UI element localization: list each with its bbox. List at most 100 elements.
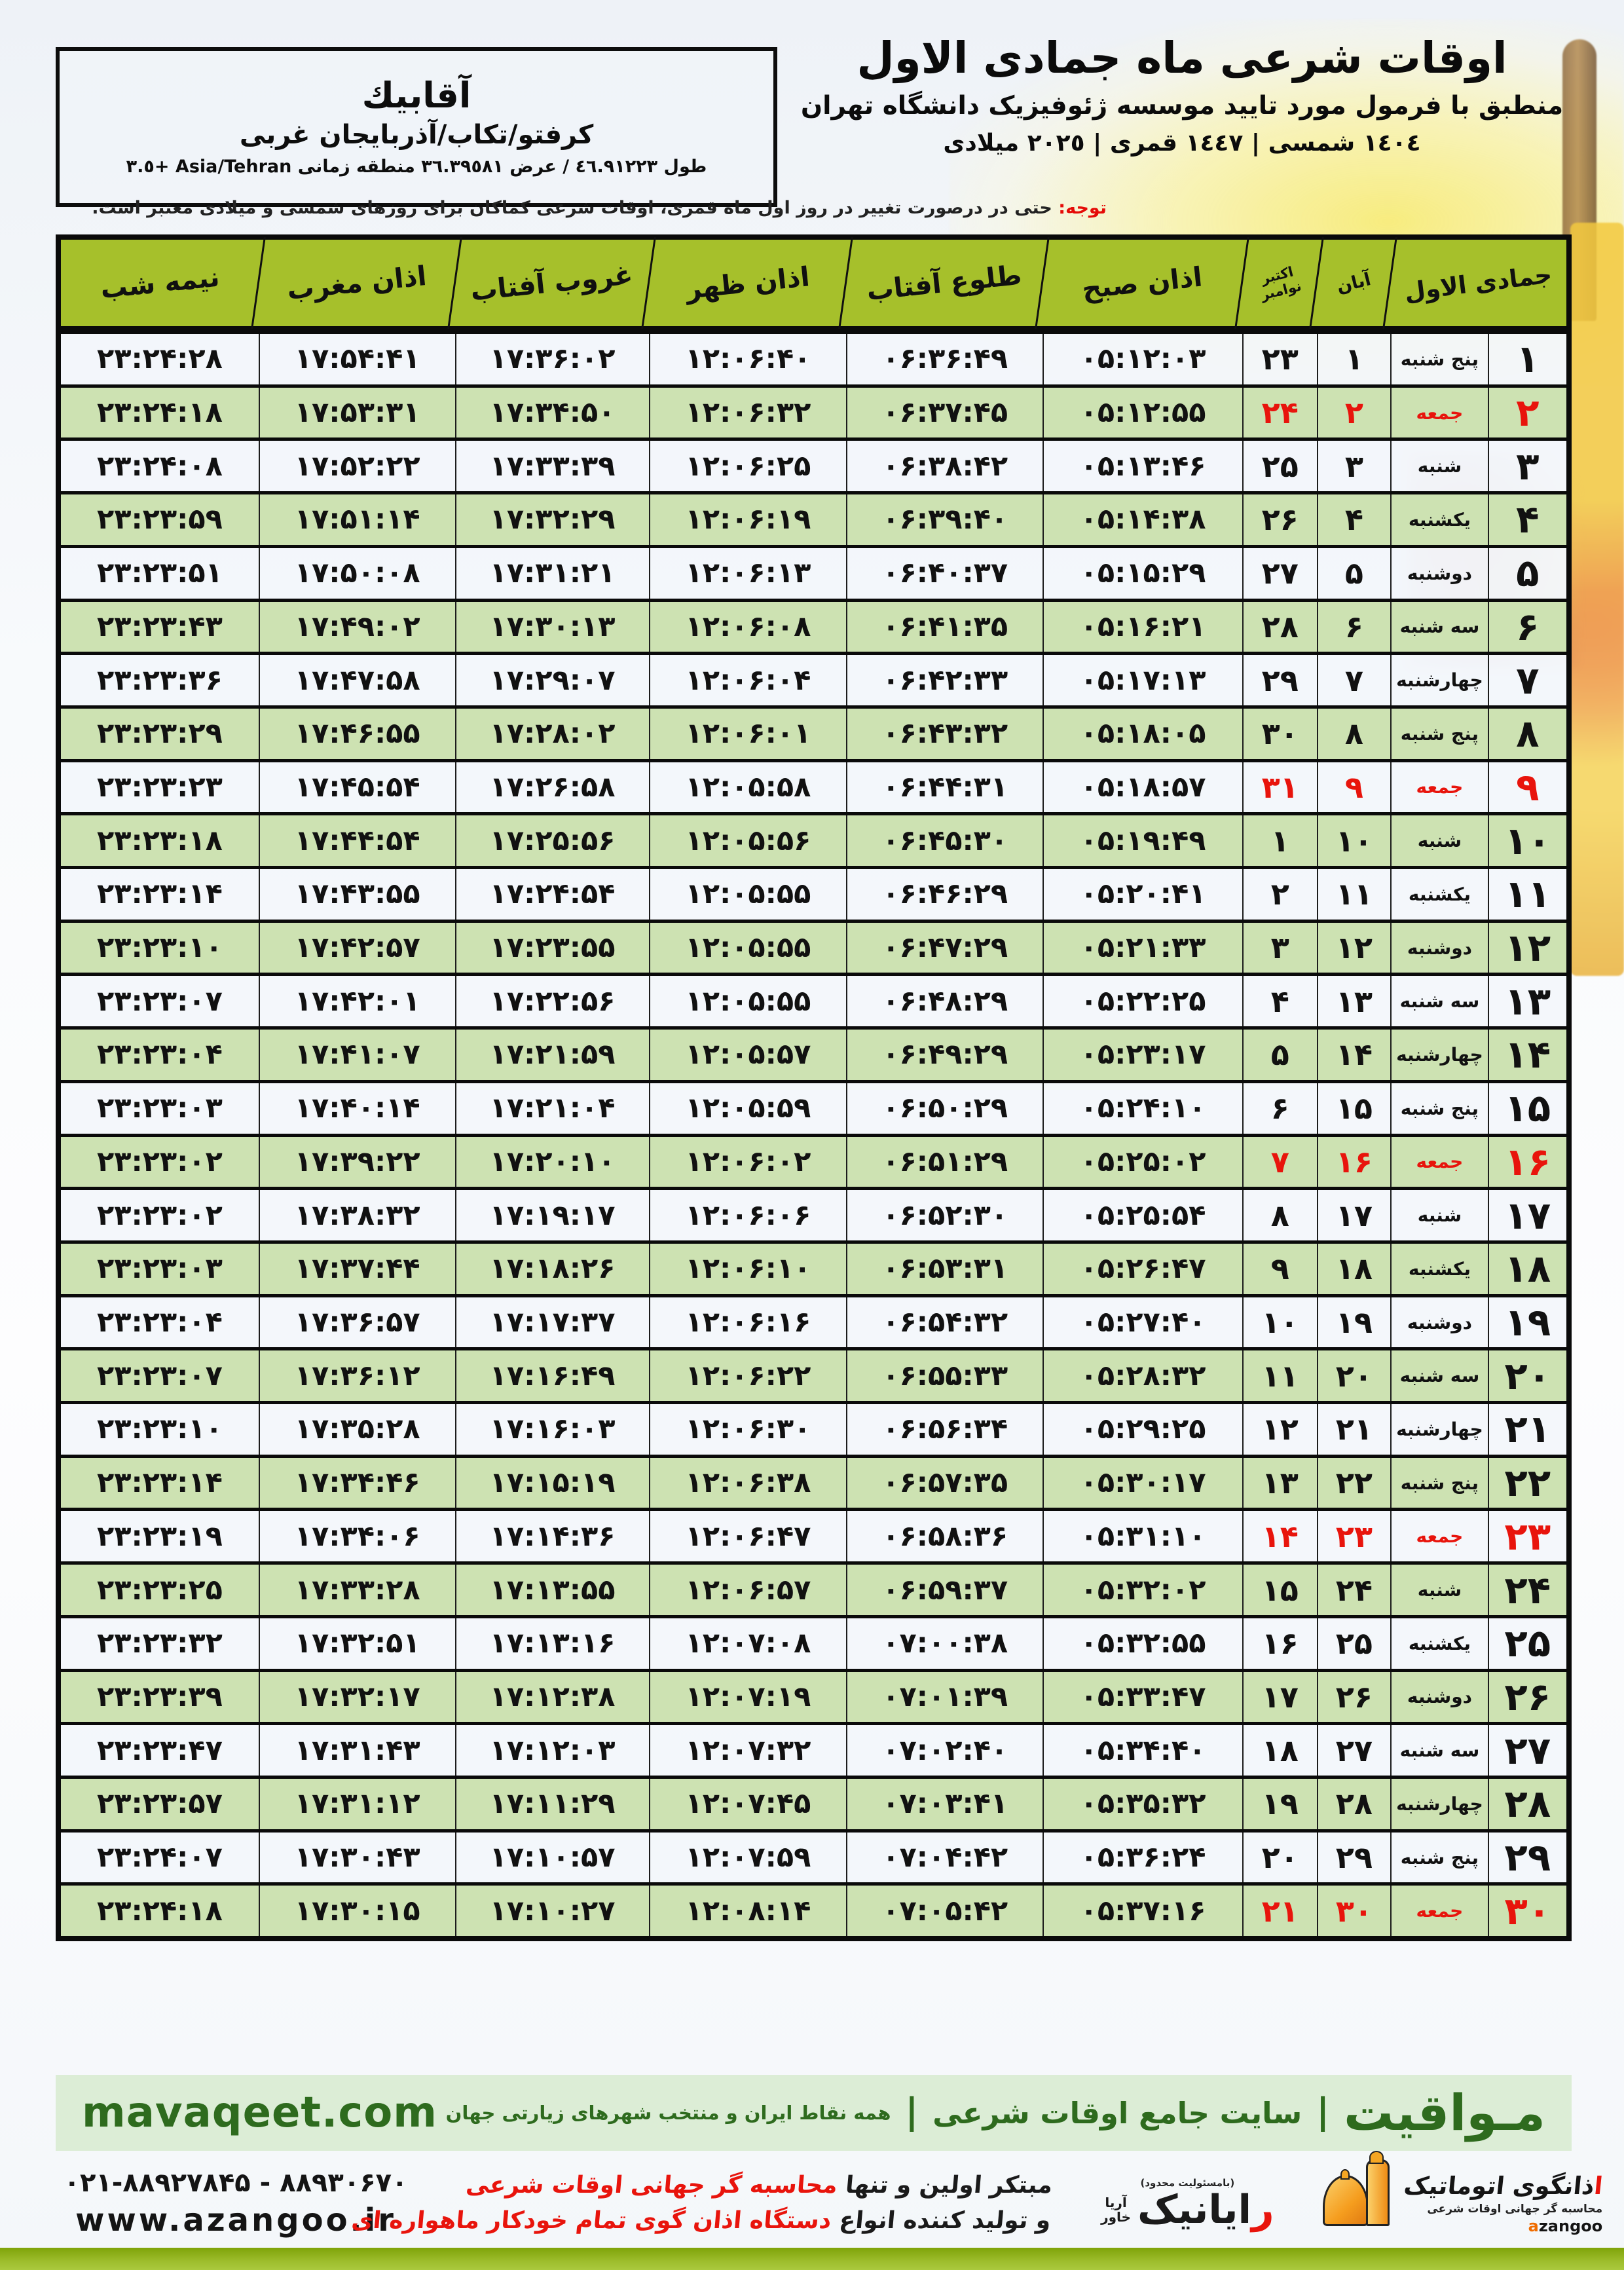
cell-aban-day: ۱۸	[1316, 1243, 1391, 1294]
cell-gregorian-day: ۵	[1242, 1030, 1317, 1080]
cell-aban-day: ۲۱	[1316, 1404, 1391, 1455]
cell-noon: ۱۲:۰۶:۳۰	[648, 1404, 847, 1455]
cell-weekday: جمعه	[1390, 1886, 1488, 1937]
cell-aban-day: ۱۵	[1316, 1083, 1391, 1134]
table-row: ۲۳:۲۴:۰۸ ۱۷:۵۲:۲۲ ۱۷:۳۳:۳۹ ۱۲:۰۶:۲۵ ۰۶:۳…	[61, 437, 1566, 492]
cell-noon: ۱۲:۰۷:۳۲	[648, 1725, 847, 1776]
cell-midnight: ۲۳:۲۳:۵۷	[61, 1778, 259, 1829]
table-row: ۲۳:۲۳:۵۱ ۱۷:۵۰:۰۸ ۱۷:۳۱:۲۱ ۱۲:۰۶:۱۳ ۰۶:۴…	[61, 544, 1566, 599]
cell-sunset: ۱۷:۱۳:۱۶	[454, 1618, 649, 1669]
cell-midnight: ۲۳:۲۳:۲۹	[61, 708, 259, 759]
table-row: ۲۳:۲۳:۰۴ ۱۷:۳۶:۵۷ ۱۷:۱۷:۳۷ ۱۲:۰۶:۱۶ ۰۶:۵…	[61, 1293, 1566, 1348]
cell-weekday: شنبه	[1390, 815, 1488, 866]
cell-midnight: ۲۳:۲۳:۲۵	[61, 1565, 259, 1615]
cell-jumada-day: ۲۰	[1487, 1350, 1566, 1402]
table-row: ۲۳:۲۳:۳۹ ۱۷:۳۲:۱۷ ۱۷:۱۲:۳۸ ۱۲:۰۷:۱۹ ۰۷:۰…	[61, 1668, 1566, 1722]
cell-fajr: ۰۵:۱۲:۵۵	[1043, 387, 1242, 438]
cell-midnight: ۲۳:۲۳:۰۴	[61, 1297, 259, 1348]
cell-sunrise: ۰۶:۴۵:۳۰	[846, 815, 1043, 866]
cell-weekday: پنج شنبه	[1390, 1832, 1488, 1883]
table-row: ۲۳:۲۳:۱۹ ۱۷:۳۴:۰۶ ۱۷:۱۴:۳۶ ۱۲:۰۶:۴۷ ۰۶:۵…	[61, 1508, 1566, 1562]
cell-weekday: شنبه	[1390, 1190, 1488, 1240]
cell-gregorian-day: ۱۲	[1242, 1404, 1317, 1455]
cell-midnight: ۲۳:۲۳:۰۷	[61, 1350, 259, 1402]
header-aban: آبان	[1317, 240, 1391, 326]
cell-sunset: ۱۷:۲۵:۵۶	[454, 815, 649, 866]
cell-weekday: سه شنبه	[1390, 1350, 1488, 1402]
cell-weekday: دوشنبه	[1390, 1297, 1488, 1348]
cell-sunrise: ۰۶:۵۶:۳۴	[846, 1404, 1043, 1455]
cell-sunset: ۱۷:۳۳:۳۹	[454, 441, 649, 492]
cell-maghrib: ۱۷:۳۲:۵۱	[258, 1618, 455, 1669]
cell-sunrise: ۰۶:۳۹:۴۰	[846, 494, 1043, 545]
cell-aban-day: ۱۷	[1316, 1190, 1391, 1240]
table-row: ۲۳:۲۳:۰۲ ۱۷:۳۹:۲۲ ۱۷:۲۰:۱۰ ۱۲:۰۶:۰۲ ۰۶:۵…	[61, 1133, 1566, 1187]
cell-weekday: سه شنبه	[1390, 976, 1488, 1027]
cell-sunrise: ۰۶:۵۸:۳۶	[846, 1511, 1043, 1562]
azangoo-website-link[interactable]: www.azangoo.ir	[75, 2202, 396, 2239]
cell-weekday: چهارشنبه	[1390, 1030, 1488, 1080]
cell-sunrise: ۰۶:۵۵:۳۳	[846, 1350, 1043, 1402]
cell-sunrise: ۰۷:۰۲:۴۰	[846, 1725, 1043, 1776]
cell-gregorian-day: ۱۵	[1242, 1565, 1317, 1615]
cell-weekday: چهارشنبه	[1390, 1404, 1488, 1455]
cell-weekday: دوشنبه	[1390, 922, 1488, 973]
cell-weekday: چهارشنبه	[1390, 655, 1488, 705]
cell-gregorian-day: ۱۰	[1242, 1297, 1317, 1348]
cell-gregorian-day: ۲۸	[1242, 601, 1317, 652]
cell-fajr: ۰۵:۲۸:۳۲	[1043, 1350, 1242, 1402]
cell-midnight: ۲۳:۲۳:۱۸	[61, 815, 259, 866]
cell-midnight: ۲۳:۲۳:۱۰	[61, 1404, 259, 1455]
cell-midnight: ۲۳:۲۳:۲۳	[61, 762, 259, 813]
cell-weekday: جمعه	[1390, 1136, 1488, 1187]
mavaqeet-domain-link[interactable]: mavaqeet.com	[82, 2089, 437, 2137]
cell-jumada-day: ۶	[1487, 601, 1566, 652]
cell-fajr: ۰۵:۱۳:۴۶	[1043, 441, 1242, 492]
cell-aban-day: ۱	[1316, 334, 1391, 384]
cell-maghrib: ۱۷:۳۰:۱۵	[258, 1886, 455, 1937]
cell-jumada-day: ۷	[1487, 655, 1566, 705]
mavaqeet-brand: مـواقیت	[1344, 2083, 1545, 2142]
cell-aban-day: ۵	[1316, 548, 1391, 599]
cell-aban-day: ۱۲	[1316, 922, 1391, 973]
cell-fajr: ۰۵:۲۷:۴۰	[1043, 1297, 1242, 1348]
cell-jumada-day: ۱۳	[1487, 976, 1566, 1027]
cell-noon: ۱۲:۰۵:۵۵	[648, 869, 847, 920]
cell-midnight: ۲۳:۲۴:۱۸	[61, 1886, 259, 1937]
cell-noon: ۱۲:۰۶:۱۶	[648, 1297, 847, 1348]
cell-aban-day: ۲۳	[1316, 1511, 1391, 1562]
cell-aban-day: ۲۲	[1316, 1457, 1391, 1508]
cell-fajr: ۰۵:۱۸:۵۷	[1043, 762, 1242, 813]
cell-gregorian-day: ۴	[1242, 976, 1317, 1027]
cell-sunrise: ۰۶:۴۰:۳۷	[846, 548, 1043, 599]
footer-contact: ۰۲۱-۸۸۹۲۷۸۴۵ - ۸۸۹۳۰۶۷۰ www.azangoo.ir	[26, 2168, 445, 2239]
table-row: ۲۳:۲۳:۲۵ ۱۷:۳۳:۲۸ ۱۷:۱۳:۵۵ ۱۲:۰۶:۵۷ ۰۶:۵…	[61, 1561, 1566, 1615]
cell-aban-day: ۲۵	[1316, 1618, 1391, 1669]
table-row: ۲۳:۲۳:۱۴ ۱۷:۳۴:۴۶ ۱۷:۱۵:۱۹ ۱۲:۰۶:۳۸ ۰۶:۵…	[61, 1454, 1566, 1508]
cell-sunset: ۱۷:۱۲:۳۸	[454, 1671, 649, 1722]
notice-label: توجه:	[1058, 198, 1107, 218]
cell-midnight: ۲۳:۲۴:۰۸	[61, 441, 259, 492]
cell-aban-day: ۳	[1316, 441, 1391, 492]
cell-sunrise: ۰۶:۵۱:۲۹	[846, 1136, 1043, 1187]
dome-icon	[1323, 2169, 1369, 2226]
notice-text: حتی در درصورت تغییر در روز اول ماه قمری،…	[92, 198, 1059, 218]
cell-sunrise: ۰۶:۴۶:۲۹	[846, 869, 1043, 920]
cell-sunrise: ۰۶:۴۸:۲۹	[846, 976, 1043, 1027]
cell-maghrib: ۱۷:۵۴:۴۱	[258, 334, 455, 384]
cell-sunset: ۱۷:۳۴:۵۰	[454, 387, 649, 438]
cell-maghrib: ۱۷:۳۱:۱۲	[258, 1778, 455, 1829]
cell-midnight: ۲۳:۲۳:۰۳	[61, 1083, 259, 1134]
cell-sunrise: ۰۶:۴۷:۲۹	[846, 922, 1043, 973]
cell-fajr: ۰۵:۱۵:۲۹	[1043, 548, 1242, 599]
cell-maghrib: ۱۷:۳۴:۴۶	[258, 1457, 455, 1508]
table-row: ۲۳:۲۳:۳۲ ۱۷:۳۲:۵۱ ۱۷:۱۳:۱۶ ۱۲:۰۷:۰۸ ۰۷:۰…	[61, 1614, 1566, 1669]
calendar-years: ١٤٠٤ شمسی | ١٤٤٧ قمری | ٢٠٢٥ میلادی	[943, 129, 1421, 157]
cell-jumada-day: ۲۳	[1487, 1511, 1566, 1562]
rayanik-note: (بامسئولیت محدود)	[1140, 2177, 1235, 2189]
cell-midnight: ۲۳:۲۳:۱۰	[61, 922, 259, 973]
cell-jumada-day: ۱۰	[1487, 815, 1566, 866]
cell-aban-day: ۱۴	[1316, 1030, 1391, 1080]
cell-noon: ۱۲:۰۷:۱۹	[648, 1671, 847, 1722]
cell-sunrise: ۰۶:۴۲:۳۳	[846, 655, 1043, 705]
